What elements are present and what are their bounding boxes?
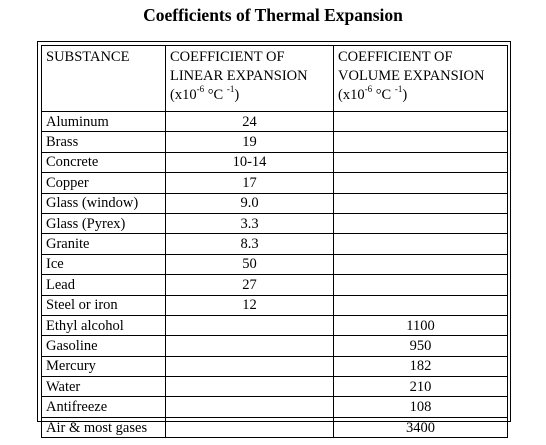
volume-header-unit: (x10-6 °C -1)	[338, 84, 503, 105]
volume-coefficient-cell	[333, 131, 508, 153]
volume-unit-open: (x10	[338, 87, 365, 103]
substance-cell: Mercury	[41, 355, 166, 378]
volume-unit-exponent-2: -1	[394, 84, 403, 95]
table-row: Mercury 182	[41, 355, 508, 378]
linear-unit-degree: °C	[204, 87, 227, 103]
volume-coefficient-cell	[333, 110, 508, 133]
volume-expansion-column-header: COEFFICIENT OF VOLUME EXPANSION (x10-6 °…	[333, 45, 508, 112]
volume-coefficient-cell	[333, 172, 508, 194]
volume-coefficient-cell: 950	[333, 335, 508, 357]
linear-coefficient-cell: 12	[165, 294, 334, 316]
linear-expansion-column-header: COEFFICIENT OF LINEAR EXPANSION (x10-6 °…	[165, 45, 334, 112]
table-row: Lead 27	[41, 274, 508, 296]
substance-cell: Glass (Pyrex)	[41, 212, 166, 235]
table-row: Copper 17	[41, 172, 508, 194]
substance-cell: Concrete	[41, 151, 166, 174]
linear-unit-exponent-2: -1	[226, 84, 235, 95]
volume-coefficient-cell: 1100	[333, 314, 508, 337]
linear-coefficient-cell: 50	[165, 253, 334, 276]
linear-header-unit: (x10-6 °C -1)	[170, 84, 329, 105]
table-row: Glass (window) 9.0	[41, 192, 508, 214]
linear-coefficient-cell: 10-14	[165, 151, 334, 174]
header-row: SUBSTANCE COEFFICIENT OF LINEAR EXPANSIO…	[41, 45, 508, 112]
substance-cell: Lead	[41, 274, 166, 296]
substance-cell: Brass	[41, 131, 166, 153]
linear-coefficient-cell: 3.3	[165, 212, 334, 235]
substance-cell: Antifreeze	[41, 396, 166, 418]
volume-coefficient-cell	[333, 233, 508, 255]
substance-cell: Aluminum	[41, 110, 166, 133]
table-row: Antifreeze 108	[41, 396, 508, 418]
substance-cell: Air & most gases	[41, 416, 166, 439]
volume-coefficient-cell	[333, 294, 508, 316]
linear-unit-close: )	[234, 87, 240, 103]
substance-cell: Glass (window)	[41, 192, 166, 214]
linear-coefficient-cell	[165, 335, 334, 357]
linear-coefficient-cell	[165, 355, 334, 378]
linear-coefficient-cell	[165, 376, 334, 398]
table-row: Ice 50	[41, 253, 508, 276]
table-row: Glass (Pyrex) 3.3	[41, 212, 508, 235]
volume-coefficient-cell: 3400	[333, 416, 508, 439]
substance-cell: Granite	[41, 233, 166, 255]
table-row: Concrete 10-14	[41, 151, 508, 174]
volume-coefficient-cell: 108	[333, 396, 508, 418]
substance-cell: Copper	[41, 172, 166, 194]
linear-unit-exponent-1: -6	[196, 84, 205, 95]
linear-coefficient-cell: 17	[165, 172, 334, 194]
linear-coefficient-cell: 9.0	[165, 192, 334, 214]
volume-coefficient-cell: 182	[333, 355, 508, 378]
volume-coefficient-cell	[333, 192, 508, 214]
substance-cell: Water	[41, 376, 166, 398]
linear-unit-open: (x10	[170, 87, 197, 103]
substance-cell: Gasoline	[41, 335, 166, 357]
substance-cell: Ethyl alcohol	[41, 314, 166, 337]
substance-cell: Steel or iron	[41, 294, 166, 316]
linear-header-line2: LINEAR EXPANSION	[170, 68, 308, 84]
table-row: Granite 8.3	[41, 233, 508, 255]
linear-coefficient-cell: 8.3	[165, 233, 334, 255]
linear-coefficient-cell	[165, 396, 334, 418]
linear-coefficient-cell: 24	[165, 110, 334, 133]
substance-column-header: SUBSTANCE	[41, 45, 166, 112]
linear-header-line1: COEFFICIENT OF	[170, 49, 285, 65]
linear-coefficient-cell: 19	[165, 131, 334, 153]
volume-header-line2: VOLUME EXPANSION	[338, 68, 485, 84]
volume-unit-close: )	[402, 87, 408, 103]
linear-coefficient-cell	[165, 314, 334, 337]
volume-header-line1: COEFFICIENT OF	[338, 49, 453, 65]
table-row: Gasoline 950	[41, 335, 508, 357]
volume-unit-degree: °C	[372, 87, 395, 103]
volume-coefficient-cell	[333, 212, 508, 235]
table-row: Aluminum 24	[41, 110, 508, 133]
table-row: Water 210	[41, 376, 508, 398]
table-row: Ethyl alcohol 1100	[41, 314, 508, 337]
volume-coefficient-cell	[333, 274, 508, 296]
substance-cell: Ice	[41, 253, 166, 276]
linear-coefficient-cell	[165, 416, 334, 439]
table-row: Steel or iron 12	[41, 294, 508, 316]
volume-coefficient-cell	[333, 151, 508, 174]
table-row: Brass 19	[41, 131, 508, 153]
volume-unit-exponent-1: -6	[364, 84, 373, 95]
linear-coefficient-cell: 27	[165, 274, 334, 296]
volume-coefficient-cell	[333, 253, 508, 276]
substance-header-label: SUBSTANCE	[46, 49, 130, 65]
volume-coefficient-cell: 210	[333, 376, 508, 398]
thermal-expansion-table: SUBSTANCE COEFFICIENT OF LINEAR EXPANSIO…	[41, 45, 508, 439]
table-row: Air & most gases 3400	[41, 416, 508, 439]
table-title: Coefficients of Thermal Expansion	[143, 5, 403, 25]
